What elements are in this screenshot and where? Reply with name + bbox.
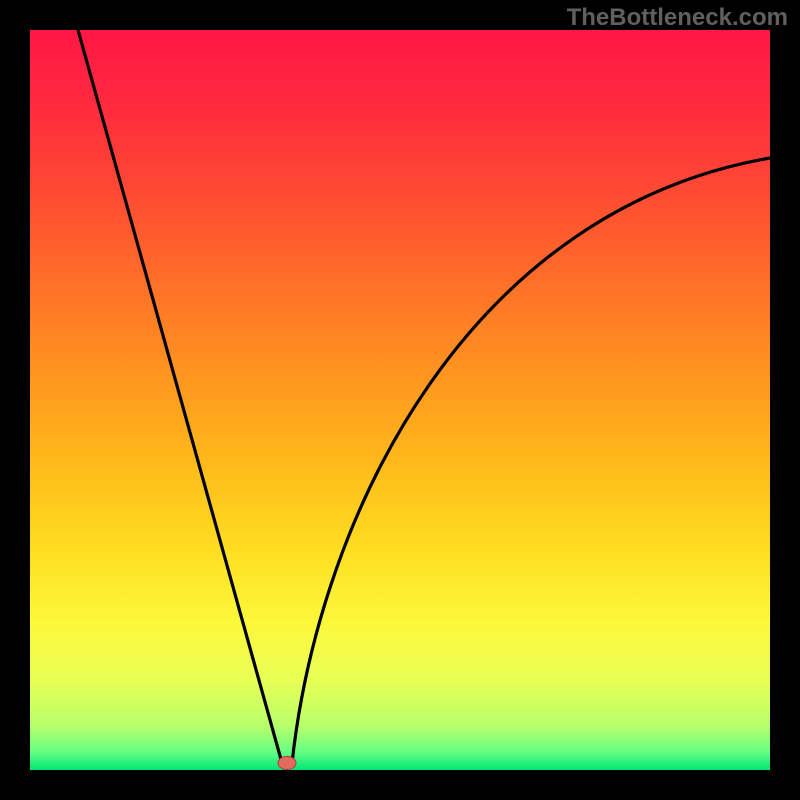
bottleneck-curve-plot [30, 30, 770, 770]
watermark-text: TheBottleneck.com [567, 4, 788, 32]
min-marker [278, 757, 296, 770]
plot-background [30, 30, 770, 770]
chart-frame: TheBottleneck.com [0, 0, 800, 800]
